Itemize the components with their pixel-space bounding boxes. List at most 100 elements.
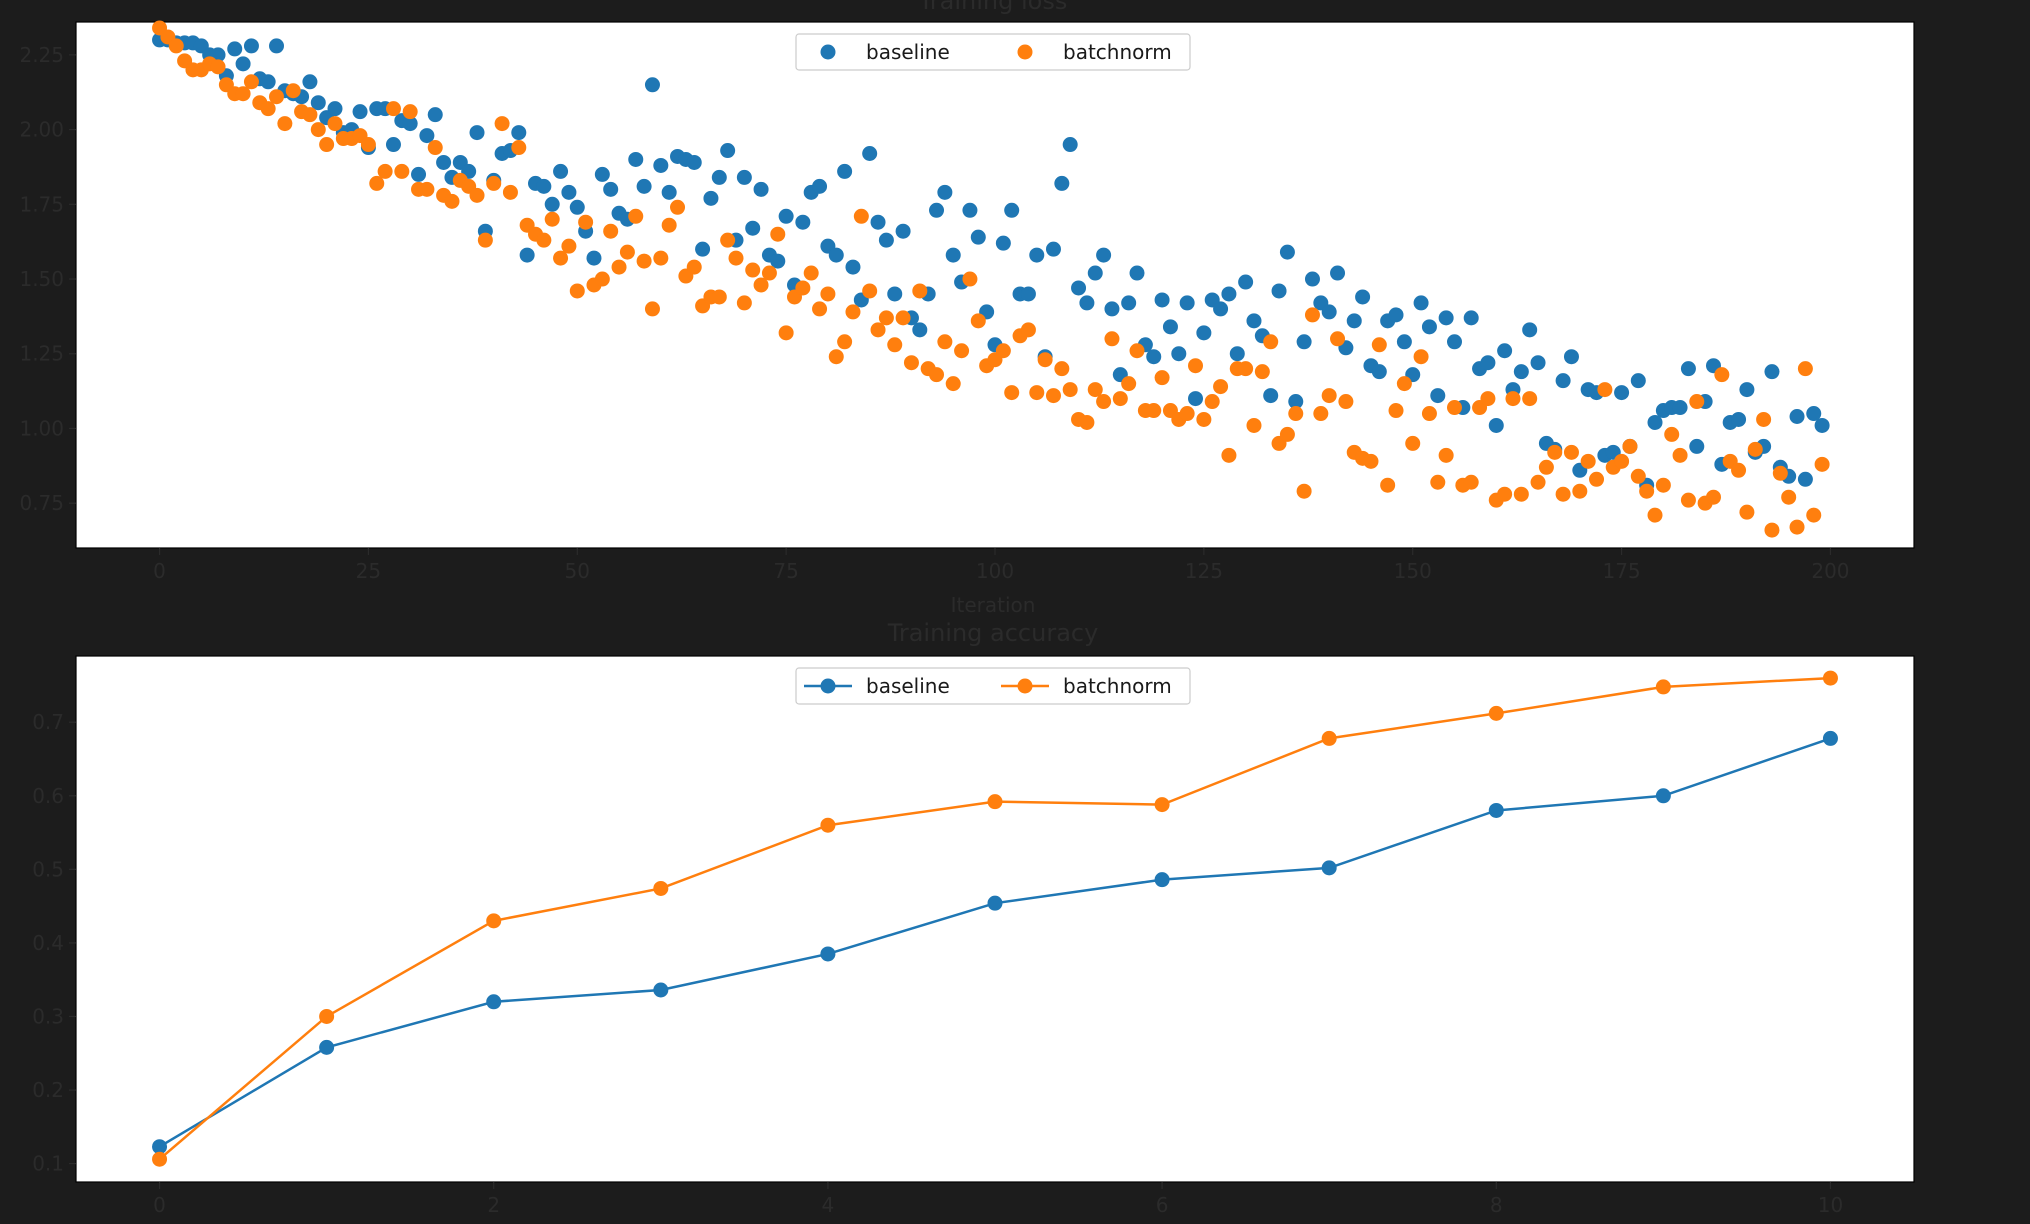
- loss-point-baseline: [1555, 373, 1571, 389]
- loss-point-batchnorm: [444, 193, 460, 209]
- accuracy-y-tick-label: 0.7: [32, 710, 64, 734]
- loss-point-baseline: [1497, 343, 1513, 359]
- loss-point-baseline: [1062, 137, 1078, 153]
- loss-point-batchnorm: [419, 181, 435, 197]
- loss-point-batchnorm: [903, 355, 919, 371]
- loss-point-batchnorm: [360, 137, 376, 153]
- accuracy-point-batchnorm: [1488, 705, 1504, 721]
- loss-point-batchnorm: [1781, 489, 1797, 505]
- loss-point-batchnorm: [770, 226, 786, 242]
- loss-point-batchnorm: [1221, 447, 1237, 463]
- loss-x-tick-label: 200: [1811, 559, 1849, 583]
- loss-legend-label-baseline: baseline: [866, 40, 950, 64]
- loss-point-batchnorm: [803, 265, 819, 281]
- loss-point-batchnorm: [1438, 447, 1454, 463]
- loss-point-baseline: [870, 214, 886, 230]
- accuracy-x-tick-label: 8: [1490, 1193, 1503, 1217]
- loss-point-batchnorm: [1538, 459, 1554, 475]
- loss-point-baseline: [1071, 280, 1087, 296]
- loss-y-tick-label: 1.50: [19, 267, 64, 291]
- loss-point-batchnorm: [753, 277, 769, 293]
- loss-point-batchnorm: [937, 334, 953, 350]
- loss-point-batchnorm: [1146, 403, 1162, 419]
- accuracy-ticks: 0 2 4 6 8 10 0.1 0.2 0.3 0.4 0.5 0.6 0.7: [32, 710, 1843, 1217]
- loss-point-baseline: [795, 214, 811, 230]
- loss-point-baseline: [1630, 373, 1646, 389]
- loss-point-batchnorm: [761, 265, 777, 281]
- loss-point-batchnorm: [1371, 337, 1387, 353]
- loss-point-batchnorm: [954, 343, 970, 359]
- accuracy-chart: Training accuracy 0 2 4 6 8 10 0.1 0.2 0.3 0.4 0.5…: [32, 619, 1915, 1217]
- loss-point-baseline: [1806, 406, 1822, 422]
- loss-point-batchnorm: [511, 140, 527, 156]
- loss-point-batchnorm: [611, 259, 627, 275]
- loss-point-batchnorm: [377, 163, 393, 179]
- loss-point-batchnorm: [887, 337, 903, 353]
- loss-point-batchnorm: [1396, 376, 1412, 392]
- loss-point-batchnorm: [1639, 483, 1655, 499]
- loss-point-baseline: [1079, 295, 1095, 311]
- loss-point-baseline: [862, 146, 878, 161]
- accuracy-point-batchnorm: [653, 880, 669, 896]
- loss-point-baseline: [845, 259, 861, 275]
- loss-point-baseline: [1020, 286, 1036, 302]
- loss-point-batchnorm: [1714, 367, 1730, 383]
- loss-point-batchnorm: [653, 250, 669, 266]
- loss-point-baseline: [962, 202, 978, 218]
- loss-point-baseline: [995, 235, 1011, 251]
- loss-point-baseline: [711, 169, 727, 185]
- loss-y-tick-label: 1.75: [19, 192, 64, 216]
- loss-legend-label-batchnorm: batchnorm: [1063, 40, 1172, 64]
- accuracy-point-baseline: [653, 982, 669, 998]
- loss-point-batchnorm: [1480, 391, 1496, 407]
- loss-point-batchnorm: [578, 214, 594, 230]
- loss-point-baseline: [1188, 391, 1204, 407]
- accuracy-legend-marker-batchnorm: [1017, 678, 1033, 694]
- loss-point-baseline: [511, 125, 527, 141]
- loss-point-baseline: [937, 184, 953, 200]
- loss-point-batchnorm: [1797, 361, 1813, 377]
- accuracy-point-baseline: [1321, 860, 1337, 876]
- loss-point-batchnorm: [394, 163, 410, 179]
- accuracy-x-tick-label: 6: [1156, 1193, 1169, 1217]
- loss-point-batchnorm: [1363, 453, 1379, 469]
- loss-point-baseline: [1522, 322, 1538, 338]
- loss-point-batchnorm: [486, 175, 502, 191]
- loss-point-baseline: [586, 250, 602, 266]
- loss-point-baseline: [227, 41, 243, 57]
- loss-point-batchnorm: [711, 289, 727, 305]
- loss-point-baseline: [1355, 289, 1371, 305]
- loss-point-baseline: [1221, 286, 1237, 302]
- loss-point-batchnorm: [477, 232, 493, 248]
- accuracy-plot-area: [75, 655, 1915, 1183]
- loss-point-batchnorm: [1572, 483, 1588, 499]
- loss-point-batchnorm: [812, 301, 828, 317]
- loss-point-baseline: [929, 202, 945, 218]
- loss-point-baseline: [1371, 364, 1387, 380]
- accuracy-point-batchnorm: [987, 794, 1003, 810]
- loss-x-tick-label: 25: [356, 559, 381, 583]
- loss-x-tick-label: 75: [773, 559, 798, 583]
- loss-point-batchnorm: [1705, 489, 1721, 505]
- loss-point-batchnorm: [828, 349, 844, 365]
- loss-point-batchnorm: [1421, 406, 1437, 422]
- loss-point-batchnorm: [1672, 447, 1688, 463]
- loss-point-baseline: [686, 154, 702, 170]
- accuracy-point-baseline: [1154, 872, 1170, 888]
- loss-legend-frame: [795, 33, 1191, 71]
- loss-point-batchnorm: [1321, 388, 1337, 404]
- loss-point-baseline: [736, 169, 752, 185]
- loss-point-baseline: [1388, 307, 1404, 323]
- loss-point-baseline: [594, 166, 610, 182]
- loss-point-batchnorm: [1789, 519, 1805, 535]
- accuracy-point-baseline: [319, 1039, 335, 1055]
- loss-legend: baseline batchnorm: [795, 33, 1191, 71]
- loss-point-batchnorm: [1463, 474, 1479, 490]
- loss-point-baseline: [1614, 385, 1630, 401]
- loss-point-batchnorm: [853, 208, 869, 224]
- loss-point-batchnorm: [1213, 379, 1229, 395]
- loss-point-batchnorm: [1204, 394, 1220, 410]
- loss-point-baseline: [310, 95, 326, 111]
- loss-point-baseline: [1797, 471, 1813, 487]
- loss-point-baseline: [1129, 265, 1145, 281]
